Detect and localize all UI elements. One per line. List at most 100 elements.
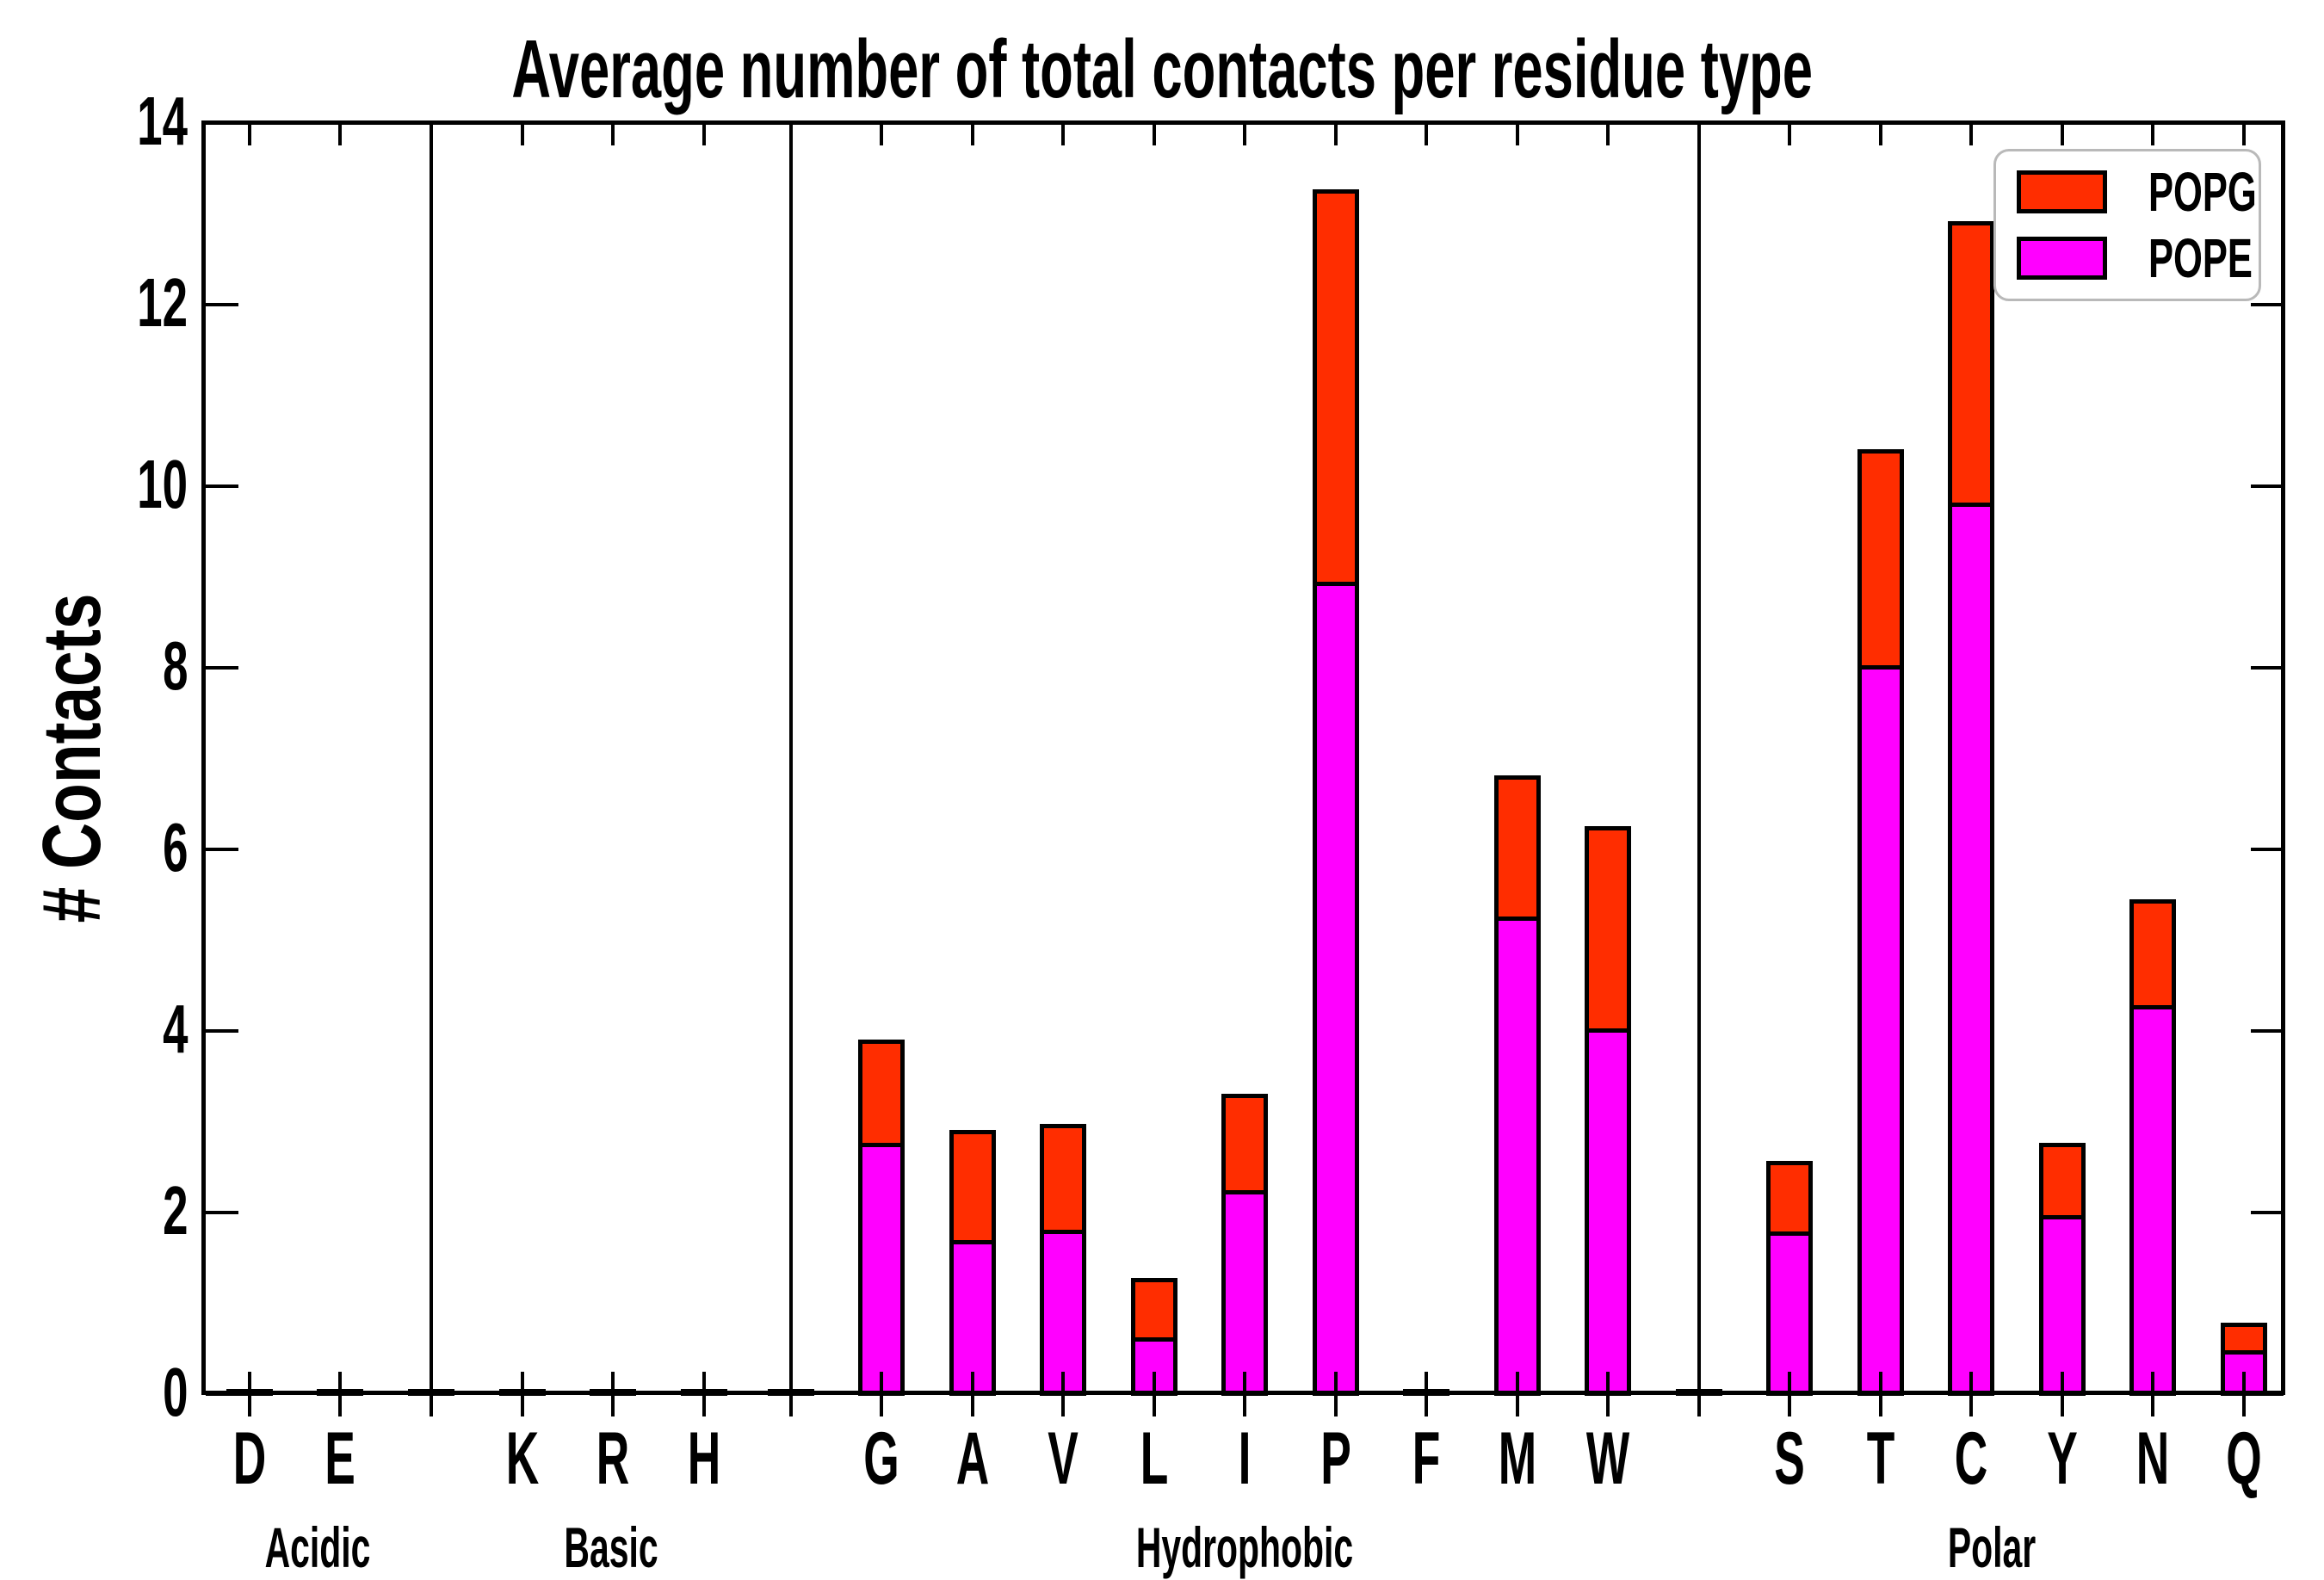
y-tick-right-2: [2251, 1211, 2284, 1214]
y-tick-left-0: [206, 1392, 238, 1396]
x-tick-bottom-spacer-3: [1697, 1372, 1701, 1416]
bar-segment-pope-A: [949, 1239, 996, 1396]
bar-segment-popg-I: [1221, 1094, 1268, 1194]
x-tick-label-Q: Q: [2225, 1417, 2262, 1500]
x-tick-bottom-G: [880, 1372, 883, 1416]
x-tick-bottom-D: [247, 1372, 251, 1416]
y-tick-left-6: [206, 848, 238, 851]
y-tick-label-2: 2: [162, 1172, 188, 1249]
x-tick-bottom-R: [611, 1372, 615, 1416]
y-tick-left-10: [206, 484, 238, 488]
x-tick-bottom-Y: [2060, 1372, 2064, 1416]
x-tick-bottom-W: [1606, 1372, 1610, 1416]
x-tick-bottom-S: [1788, 1372, 1791, 1416]
y-tick-left-2: [206, 1211, 238, 1214]
x-tick-label-V: V: [1048, 1417, 1079, 1500]
x-tick-top-Q: [2241, 123, 2246, 145]
x-tick-top-E: [338, 123, 343, 145]
bar-C: [1948, 221, 1994, 1396]
x-tick-bottom-L: [1152, 1372, 1156, 1416]
x-tick-bottom-T: [1878, 1372, 1882, 1416]
y-tick-label-6: 6: [162, 809, 188, 886]
x-tick-top-S: [1788, 123, 1791, 145]
y-tick-label-4: 4: [162, 991, 188, 1067]
x-tick-top-I: [1243, 123, 1246, 145]
y-tick-left-4: [206, 1029, 238, 1033]
x-tick-top-A: [970, 123, 974, 145]
x-tick-bottom-I: [1243, 1372, 1246, 1416]
bar-segment-popg-M: [1493, 775, 1541, 922]
bar-A: [949, 1130, 996, 1396]
bar-segment-popg-S: [1766, 1161, 1813, 1237]
y-tick-label-14: 14: [137, 83, 188, 159]
bar-segment-popg-P: [1312, 189, 1359, 587]
y-tick-label-12: 12: [137, 264, 188, 341]
x-tick-top-Y: [2060, 123, 2064, 145]
y-tick-right-0: [2251, 1392, 2284, 1396]
x-tick-label-K: K: [505, 1417, 539, 1500]
group-label-hydrophobic: Hydrophobic: [1135, 1515, 1354, 1579]
bar-V: [1040, 1124, 1086, 1396]
bar-segment-pope-C: [1948, 503, 1994, 1396]
x-tick-label-S: S: [1774, 1417, 1805, 1500]
panel-divider-1: [430, 125, 433, 1392]
x-tick-bottom-E: [338, 1372, 343, 1416]
bar-S: [1766, 1161, 1813, 1396]
x-tick-top-W: [1606, 123, 1610, 145]
x-tick-top-H: [702, 123, 706, 145]
bar-segment-pope-G: [858, 1143, 905, 1396]
bar-segment-popg-G: [858, 1039, 905, 1148]
x-tick-top-R: [611, 123, 615, 145]
y-tick-right-12: [2251, 303, 2284, 306]
bar-segment-pope-I: [1221, 1189, 1268, 1396]
bar-segment-popg-L: [1130, 1278, 1177, 1342]
x-tick-label-Y: Y: [2046, 1417, 2078, 1500]
bar-segment-pope-W: [1585, 1028, 1631, 1396]
bar-W: [1585, 825, 1631, 1396]
x-tick-top-K: [520, 123, 524, 145]
popg-color-swatch: [2017, 170, 2107, 213]
x-tick-bottom-V: [1061, 1372, 1065, 1416]
y-tick-label-0: 0: [162, 1354, 188, 1430]
group-label-polar: Polar: [1948, 1515, 2037, 1579]
bar-segment-pope-M: [1493, 917, 1541, 1396]
x-tick-label-I: I: [1238, 1417, 1252, 1500]
legend-item-popg: POPG: [2017, 160, 2259, 224]
x-tick-top-N: [2151, 123, 2154, 145]
x-tick-bottom-F: [1425, 1372, 1428, 1416]
bar-segment-popg-V: [1040, 1124, 1086, 1235]
legend-label-popg: POPG: [2148, 160, 2257, 223]
y-tick-right-4: [2251, 1029, 2284, 1033]
x-tick-label-T: T: [1866, 1417, 1894, 1500]
bar-G: [858, 1039, 905, 1396]
x-tick-label-N: N: [2135, 1417, 2170, 1500]
x-tick-label-P: P: [1320, 1417, 1351, 1500]
y-tick-left-14: [206, 121, 238, 125]
bar-segment-popg-N: [2129, 899, 2176, 1009]
bar-segment-popg-W: [1585, 825, 1631, 1034]
y-tick-left-8: [206, 666, 238, 670]
x-tick-top-M: [1515, 123, 1519, 145]
x-tick-top-spacer-3: [1697, 123, 1701, 145]
bar-segment-pope-T: [1857, 665, 1904, 1396]
bar-N: [2129, 899, 2176, 1396]
group-label-basic: Basic: [564, 1515, 658, 1579]
y-tick-right-6: [2251, 848, 2284, 851]
x-tick-top-P: [1333, 123, 1338, 145]
x-tick-bottom-P: [1333, 1372, 1338, 1416]
x-tick-bottom-H: [702, 1372, 706, 1416]
bar-segment-popg-Q: [2220, 1323, 2267, 1355]
panel-divider-2: [788, 125, 793, 1392]
x-tick-label-C: C: [1954, 1417, 1988, 1500]
bar-Y: [2038, 1143, 2086, 1396]
x-tick-label-H: H: [687, 1417, 720, 1500]
bar-P: [1312, 189, 1359, 1396]
y-tick-right-10: [2251, 484, 2284, 488]
bar-segment-popg-A: [949, 1130, 996, 1244]
legend: POPG POPE: [1993, 149, 2261, 301]
x-tick-top-V: [1061, 123, 1065, 145]
chart-title: Average number of total contacts per res…: [511, 23, 1813, 115]
bar-segment-pope-N: [2129, 1004, 2176, 1396]
x-tick-top-T: [1878, 123, 1882, 145]
